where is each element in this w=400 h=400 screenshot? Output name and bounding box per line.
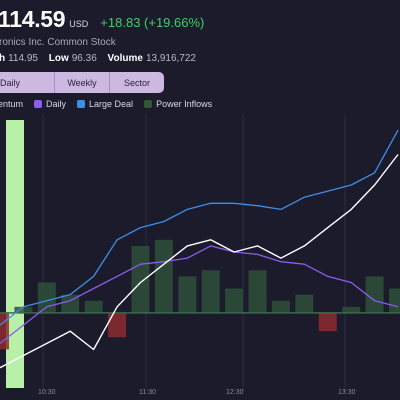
price-header: 114.59 USD +18.83 (+19.66%) — [0, 6, 204, 34]
power-inflow-bar — [61, 294, 80, 313]
high-label: h — [0, 53, 6, 64]
legend-label-power-inflows: Power Inflows — [156, 99, 213, 109]
power-inflow-bar — [318, 312, 337, 332]
legend-label-large-deal: Large Deal — [89, 99, 134, 109]
power-inflow-bar — [108, 312, 127, 338]
price-line — [0, 154, 399, 369]
legend-swatch-power-inflows — [144, 100, 153, 108]
power-inflow-bar — [225, 288, 244, 313]
low-label: Low — [48, 53, 69, 64]
x-tick-label: 13:30 — [338, 389, 356, 396]
power-inflow-bar — [154, 239, 173, 313]
power-inflow-bar — [37, 282, 56, 313]
power-inflow-bar — [342, 306, 361, 313]
legend-swatch-daily — [34, 100, 43, 108]
power-inflow-bar — [178, 276, 197, 313]
tab-daily[interactable]: Daily — [0, 77, 21, 88]
power-inflow-bar — [295, 294, 314, 313]
legend-item-power-inflows[interactable]: Power Inflows — [144, 99, 212, 109]
power-inflow-bar — [201, 270, 220, 313]
power-inflow-bar — [0, 312, 9, 350]
x-tick-label: 11:30 — [139, 389, 156, 396]
tab-sector[interactable]: Sector — [109, 72, 164, 93]
legend-item-daily[interactable]: Daily — [34, 99, 66, 109]
low-value: 96.36 — [71, 53, 97, 64]
volume-label: Volume — [107, 53, 143, 64]
power-inflow-bar — [389, 288, 400, 313]
highlight-band — [6, 120, 24, 388]
legend-swatch-large-deal — [77, 100, 86, 108]
legend-item-large-deal[interactable]: Large Deal — [77, 99, 133, 109]
power-inflow-bar — [248, 270, 267, 313]
tab-weekly[interactable]: Weekly — [54, 72, 109, 93]
x-axis-labels: 10:30 11:30 12:30 13:30 — [0, 389, 400, 400]
legend-label-momentum: entum — [0, 99, 24, 109]
daily-series-line — [0, 245, 399, 344]
high-value: 114.95 — [8, 53, 38, 64]
power-inflow-bar — [131, 245, 150, 313]
x-tick-label: 12:30 — [226, 389, 244, 396]
volume-value: 13,916,722 — [145, 53, 196, 64]
legend-label-daily: Daily — [46, 99, 67, 109]
large-deal-series-line — [0, 129, 399, 326]
intraday-flow-chart[interactable] — [0, 114, 400, 390]
price-change: +18.83 (+19.66%) — [100, 15, 205, 30]
stats-row: h 114.95 Low 96.36 Volume 13,916,722 — [0, 53, 204, 64]
power-inflow-bar — [14, 306, 33, 313]
current-price: 114.59 — [0, 6, 66, 32]
chart-legend: entum Daily Large Deal Power Inflows — [0, 99, 223, 109]
currency-label: USD — [69, 19, 89, 29]
power-inflow-bar — [271, 300, 290, 313]
power-inflow-bar — [84, 300, 103, 313]
legend-item-momentum[interactable]: entum — [0, 99, 23, 109]
power-inflow-bar — [365, 276, 384, 313]
x-tick-label: 10:30 — [38, 389, 56, 396]
company-name: ronics Inc. Common Stock — [0, 37, 116, 48]
period-tabs: Daily Weekly Sector — [0, 72, 164, 93]
